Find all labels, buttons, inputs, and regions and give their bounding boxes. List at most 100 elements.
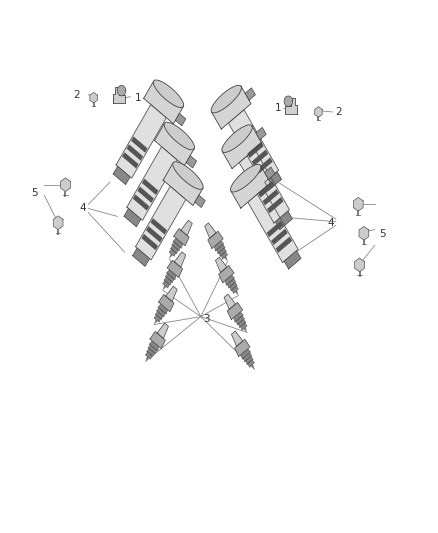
- Polygon shape: [170, 249, 176, 256]
- Polygon shape: [239, 149, 290, 223]
- Polygon shape: [163, 285, 166, 290]
- Polygon shape: [181, 220, 192, 236]
- Polygon shape: [216, 245, 225, 254]
- Polygon shape: [164, 277, 172, 285]
- Polygon shape: [148, 345, 157, 354]
- Polygon shape: [211, 85, 241, 113]
- Polygon shape: [135, 186, 186, 260]
- Polygon shape: [238, 319, 246, 327]
- Polygon shape: [224, 256, 228, 261]
- Polygon shape: [246, 356, 253, 365]
- Polygon shape: [153, 80, 184, 108]
- Polygon shape: [157, 308, 165, 317]
- Polygon shape: [133, 195, 149, 211]
- Polygon shape: [241, 349, 251, 359]
- Polygon shape: [195, 195, 205, 207]
- Polygon shape: [221, 252, 228, 259]
- Polygon shape: [212, 86, 251, 129]
- Polygon shape: [150, 332, 165, 349]
- Polygon shape: [113, 166, 130, 184]
- Polygon shape: [315, 107, 322, 117]
- Polygon shape: [60, 178, 71, 191]
- Polygon shape: [219, 248, 226, 256]
- Polygon shape: [116, 104, 166, 178]
- Polygon shape: [235, 290, 238, 295]
- Polygon shape: [227, 302, 243, 320]
- Polygon shape: [145, 352, 152, 359]
- Polygon shape: [166, 286, 177, 302]
- Polygon shape: [353, 197, 363, 211]
- Text: 2: 2: [73, 90, 80, 100]
- Polygon shape: [256, 127, 266, 140]
- Polygon shape: [176, 114, 186, 126]
- Polygon shape: [151, 218, 167, 235]
- Polygon shape: [173, 238, 183, 248]
- Polygon shape: [240, 323, 247, 330]
- Polygon shape: [117, 85, 126, 96]
- Polygon shape: [262, 189, 279, 205]
- Polygon shape: [271, 229, 288, 245]
- Polygon shape: [234, 312, 243, 322]
- Polygon shape: [265, 167, 275, 179]
- Polygon shape: [163, 163, 203, 206]
- Polygon shape: [144, 81, 184, 124]
- Polygon shape: [145, 356, 149, 361]
- Polygon shape: [236, 316, 244, 325]
- Polygon shape: [90, 92, 97, 103]
- Polygon shape: [159, 294, 174, 312]
- Text: 4: 4: [327, 218, 334, 228]
- Polygon shape: [285, 98, 297, 114]
- Polygon shape: [235, 340, 250, 357]
- Polygon shape: [113, 87, 125, 103]
- Polygon shape: [225, 276, 235, 285]
- Polygon shape: [252, 150, 268, 166]
- Polygon shape: [166, 273, 174, 282]
- Polygon shape: [127, 147, 177, 221]
- Polygon shape: [267, 197, 283, 213]
- Polygon shape: [158, 304, 167, 314]
- Polygon shape: [230, 282, 237, 290]
- Polygon shape: [227, 279, 236, 288]
- Polygon shape: [167, 260, 183, 278]
- Polygon shape: [231, 331, 243, 346]
- Polygon shape: [284, 96, 293, 107]
- Polygon shape: [131, 136, 148, 153]
- Polygon shape: [155, 311, 163, 320]
- Text: 3: 3: [203, 314, 210, 324]
- Polygon shape: [205, 223, 216, 238]
- Polygon shape: [172, 242, 180, 251]
- Polygon shape: [154, 319, 158, 325]
- Polygon shape: [146, 226, 162, 243]
- Polygon shape: [231, 165, 271, 208]
- Text: 2: 2: [335, 107, 342, 117]
- Text: 5: 5: [379, 229, 385, 239]
- Polygon shape: [142, 179, 159, 195]
- Polygon shape: [124, 208, 141, 227]
- Polygon shape: [228, 110, 279, 183]
- Polygon shape: [247, 142, 264, 158]
- Polygon shape: [208, 231, 223, 248]
- Polygon shape: [157, 323, 169, 338]
- Polygon shape: [258, 181, 275, 198]
- Text: 5: 5: [32, 188, 38, 198]
- Polygon shape: [186, 156, 197, 168]
- Polygon shape: [265, 172, 282, 190]
- Polygon shape: [244, 353, 252, 362]
- Polygon shape: [164, 122, 194, 150]
- Polygon shape: [127, 144, 143, 160]
- Polygon shape: [173, 161, 203, 189]
- Polygon shape: [219, 265, 234, 282]
- Polygon shape: [138, 187, 154, 203]
- Polygon shape: [141, 234, 158, 250]
- Polygon shape: [248, 360, 254, 367]
- Polygon shape: [245, 88, 255, 100]
- Polygon shape: [166, 270, 176, 280]
- Polygon shape: [251, 364, 254, 369]
- Polygon shape: [222, 126, 262, 168]
- Polygon shape: [267, 221, 283, 237]
- Polygon shape: [248, 189, 298, 263]
- Polygon shape: [169, 253, 173, 259]
- Polygon shape: [214, 241, 224, 251]
- Polygon shape: [224, 294, 236, 310]
- Text: 1: 1: [134, 93, 141, 103]
